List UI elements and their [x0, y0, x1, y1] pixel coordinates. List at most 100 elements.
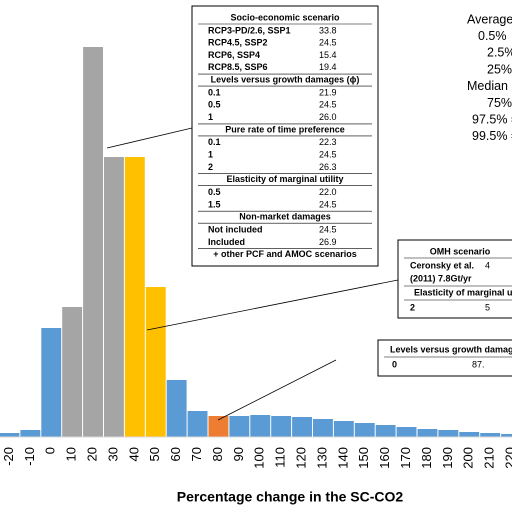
x-tick-label: 100 — [252, 447, 267, 469]
omh-row-label: (2011) 7.8Gt/yr — [410, 273, 472, 283]
x-tick-label: 30 — [105, 447, 120, 461]
bar — [271, 416, 292, 437]
row-label: RCP8.5, SSP6 — [208, 62, 268, 72]
bar — [104, 157, 124, 437]
row-label: Included — [208, 237, 245, 247]
bar — [250, 415, 271, 437]
x-tick-label: 40 — [126, 447, 141, 461]
row-label: 0.5 — [208, 187, 221, 197]
row-value: 26.3 — [319, 162, 337, 172]
bar — [145, 287, 166, 437]
x-tick-label: 160 — [377, 447, 392, 469]
row-label: 0.1 — [208, 87, 221, 97]
x-tick-label: 170 — [398, 447, 413, 469]
section-heading: Elasticity of marginal utility — [226, 174, 343, 184]
row-label: RCP6, SSP4 — [208, 50, 260, 60]
bar — [0, 433, 20, 437]
x-tick-label: 140 — [335, 447, 350, 469]
section-heading: Pure rate of time preference — [225, 124, 345, 134]
bar — [438, 430, 459, 437]
bar — [166, 380, 187, 437]
row-value: 21.9 — [319, 87, 337, 97]
x-tick-label: 60 — [168, 447, 183, 461]
bar — [459, 432, 480, 437]
leader-line — [146, 279, 399, 331]
stats-label: 25% — [487, 62, 512, 76]
row-value: 24.5 — [319, 38, 337, 48]
bar — [229, 416, 250, 437]
omh-row2-label: 2 — [410, 302, 415, 312]
bar — [396, 427, 417, 437]
callout-box — [377, 339, 512, 377]
stats-label: 0.5% — [478, 29, 507, 43]
leader-line — [106, 127, 193, 149]
x-tick-label: 220 — [502, 447, 512, 469]
x-tick-label: 130 — [314, 447, 329, 469]
row-label: 0.1 — [208, 137, 221, 147]
x-tick-label: 0 — [43, 447, 58, 454]
bar — [62, 307, 83, 437]
bar — [313, 419, 333, 437]
row-label: RCP4.5, SSP2 — [208, 38, 268, 48]
row-value: 19.4 — [319, 62, 337, 72]
callout-box — [397, 239, 512, 319]
footer: + other PCF and AMOC scenarios — [213, 249, 356, 259]
row-value: 22.3 — [319, 137, 337, 147]
row-label: 1 — [208, 112, 213, 122]
x-tick-label: 190 — [440, 447, 455, 469]
row-value: 15.4 — [319, 50, 337, 60]
x-tick-label: 200 — [461, 447, 476, 469]
x-axis-title: Percentage change in the SC-CO2 — [177, 489, 404, 505]
bar — [124, 157, 145, 437]
omh-row2-value: 5 — [485, 302, 490, 312]
stats-label: Average — [467, 12, 512, 26]
levels-row-value: 87. — [472, 359, 485, 369]
bar — [208, 416, 229, 437]
x-tick-label: 150 — [356, 447, 371, 469]
row-value: 24.5 — [319, 100, 337, 110]
stats-label: 75% — [487, 96, 512, 110]
bar — [187, 411, 208, 437]
row-label: 0.5 — [208, 100, 221, 110]
x-tick-label: 50 — [147, 447, 162, 461]
row-label: RCP3-PD/2.6, SSP1 — [208, 25, 291, 35]
x-tick-label: 90 — [231, 447, 246, 461]
row-label: 1 — [208, 149, 213, 159]
section-heading: Socio-economic scenario — [230, 12, 340, 22]
bar — [480, 433, 501, 437]
bar — [292, 417, 312, 437]
stats-label: Median — [467, 79, 508, 93]
x-tick-label: 180 — [419, 447, 434, 469]
levels-row-label: 0 — [392, 359, 397, 369]
row-value: 24.5 — [319, 224, 337, 234]
bar — [354, 423, 375, 437]
x-tick-label: -10 — [22, 447, 37, 466]
omh-row-label: Ceronsky et al. — [410, 260, 474, 270]
x-tick-label: 70 — [189, 447, 204, 461]
row-label: 1.5 — [208, 199, 221, 209]
omh-row-value: 4 — [485, 260, 490, 270]
omh-heading: OMH scenario — [430, 246, 491, 256]
bar — [333, 421, 354, 437]
row-label: Not included — [208, 224, 263, 234]
row-value: 26.0 — [319, 112, 337, 122]
bar — [20, 430, 41, 437]
section-heading: Non-market damages — [239, 212, 331, 222]
row-value: 24.5 — [319, 149, 337, 159]
x-tick-label: 120 — [293, 447, 308, 469]
bar — [41, 328, 62, 437]
row-value: 22.0 — [319, 187, 337, 197]
x-tick-label: 20 — [84, 447, 99, 461]
levels-heading: Levels versus growth damage — [390, 344, 512, 354]
x-tick-label: -20 — [1, 447, 16, 466]
section-heading: Levels versus growth damages (ϕ) — [211, 74, 360, 84]
row-value: 24.5 — [319, 199, 337, 209]
bar — [375, 425, 396, 437]
stats-label: 2.5% — [487, 46, 512, 60]
stats-label: 99.5% = — [472, 129, 512, 143]
bar — [417, 429, 438, 437]
x-tick-label: 110 — [273, 447, 288, 468]
bar — [83, 47, 103, 437]
stats-label: 97.5% = — [472, 112, 512, 126]
